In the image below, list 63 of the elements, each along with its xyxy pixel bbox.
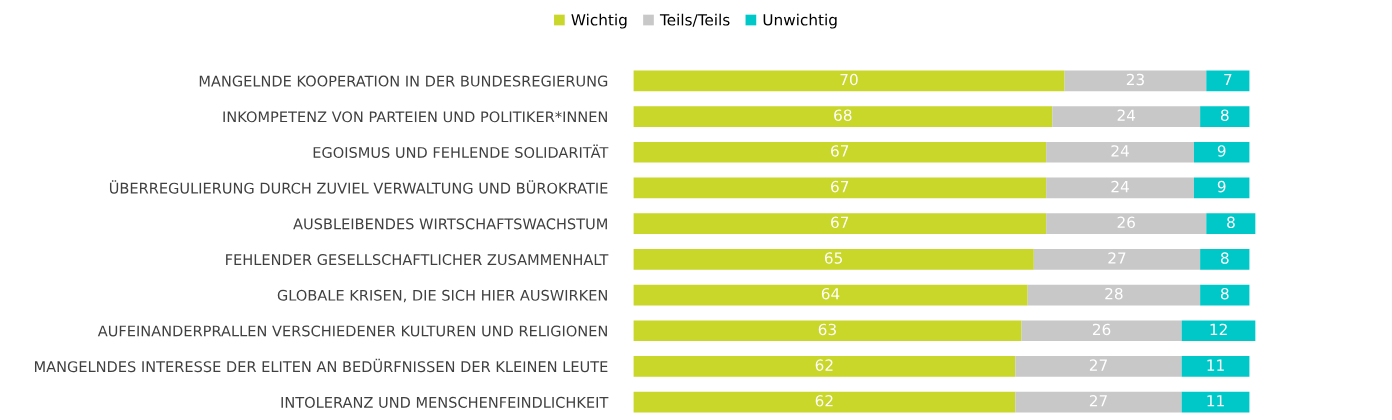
data-label: 8 (1220, 287, 1229, 300)
bar (633, 177, 1047, 199)
data-label: 65 (824, 252, 842, 264)
data-label: 62 (815, 395, 833, 407)
data-label: 8 (1220, 252, 1229, 264)
data-label: 62 (815, 359, 833, 371)
bar (1206, 213, 1256, 234)
data-label: 7 (1224, 73, 1232, 86)
bar (1200, 249, 1250, 270)
y-tick-label: EGOISMUS UND FEHLENDE SOLIDARITÄT (313, 144, 609, 158)
bar (633, 70, 1065, 92)
bar (1027, 284, 1201, 306)
bar (1021, 320, 1182, 342)
bar (1064, 70, 1207, 92)
data-label: 70 (840, 73, 858, 86)
bar (1033, 249, 1201, 270)
bar (633, 141, 1047, 163)
legend-label: Unwichtig (763, 13, 837, 29)
bar (633, 356, 1016, 377)
data-label: 67 (831, 180, 849, 193)
bar (633, 284, 1028, 306)
bar (1181, 320, 1256, 342)
bar (1200, 284, 1250, 306)
bar (633, 391, 1016, 413)
data-label: 64 (821, 287, 840, 300)
bar (1193, 177, 1250, 199)
y-tick-label: ÜBERREGULIERUNG DURCH ZUVIEL VERWALTUNG UND BÜROKRATIE (109, 180, 608, 194)
data-label: 8 (1220, 109, 1229, 121)
y-tick-label: FEHLENDER GESELLSCHAFTLICHER ZUSAMMENHALT (226, 254, 609, 266)
data-label: 63 (818, 323, 836, 336)
bar (1181, 356, 1250, 377)
data-label: 9 (1217, 145, 1226, 157)
data-label: 11 (1207, 359, 1224, 371)
y-tick-label: INTOLERANZ UND MENSCHENFEINDLICHKEIT (281, 396, 609, 408)
bar (633, 213, 1047, 234)
bar (633, 320, 1022, 342)
bar (633, 249, 1034, 270)
data-label: 11 (1207, 395, 1224, 407)
y-tick-label: MANGELNDES INTERESSE DER ELITEN AN BEDÜRFNISSEN DER KLEINEN LEUTE (34, 358, 608, 373)
bar (1046, 177, 1194, 199)
y-tick-label: AUSBLEIBENDES WIRTSCHAFTSWACHSTUM (293, 218, 607, 230)
y-tick-label: AUFEINANDERPRALLEN VERSCHIEDENER KULTUREN UND RELIGIONEN (97, 325, 607, 337)
bar (1052, 106, 1201, 127)
bar (633, 106, 1053, 127)
y-tick-label: INKOMPETENZ VON PARTEIEN UND POLITIKER*INNEN (223, 111, 607, 123)
bar (1015, 356, 1182, 377)
bar (1046, 141, 1194, 163)
legend-label: Wichtig (571, 13, 627, 29)
y-tick-label: MANGELNDE KOOPERATION IN DER BUNDESREGIERUNG (199, 75, 608, 87)
data-label: 68 (834, 109, 852, 121)
data-label: 67 (831, 216, 849, 229)
bar (1206, 70, 1250, 92)
bar (1015, 391, 1182, 413)
data-label: 9 (1217, 180, 1226, 193)
legend-label: Teils/Teils (659, 13, 730, 27)
data-label: 8 (1227, 216, 1235, 229)
bar (1046, 213, 1207, 234)
y-tick-label: GLOBALE KRISEN, DIE SICH HIER AUSWIRKEN (277, 289, 607, 303)
data-label: 12 (1210, 323, 1227, 335)
bar (1181, 391, 1250, 413)
bar (1200, 106, 1250, 127)
bar (1193, 141, 1250, 163)
data-label: 67 (831, 145, 849, 157)
